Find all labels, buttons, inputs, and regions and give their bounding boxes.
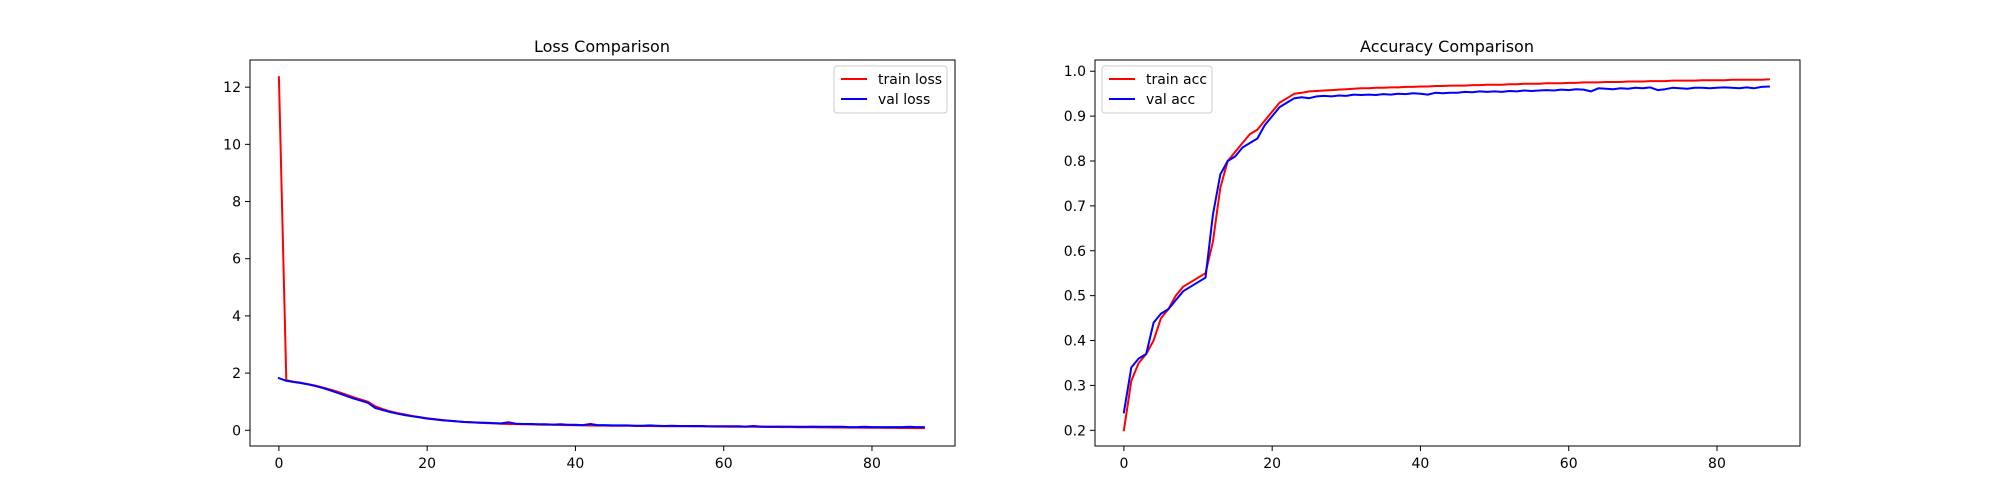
- y-tick-label: 0.2: [1064, 423, 1086, 439]
- axis-ticks: 0 20 40 60 80 0 2 4 6 8 10 12: [223, 80, 881, 472]
- y-tick-label: 0.7: [1064, 199, 1086, 215]
- x-tick-label: 0: [1119, 456, 1128, 472]
- legend-label-train-acc: train acc: [1146, 72, 1207, 88]
- y-tick-label: 8: [232, 195, 241, 211]
- series-group: [1122, 78, 1770, 432]
- chart-title: Accuracy Comparison: [1360, 37, 1534, 56]
- legend-label-val-acc: val acc: [1146, 92, 1195, 108]
- chart-title: Loss Comparison: [534, 37, 670, 56]
- legend: train loss val loss: [833, 65, 948, 114]
- x-tick-label: 80: [1708, 456, 1726, 472]
- x-tick-label: 20: [418, 456, 436, 472]
- legend-frame: [833, 65, 948, 114]
- legend-label-val-loss: val loss: [878, 92, 930, 108]
- y-tick-label: 0: [232, 423, 241, 439]
- plot-frame: [1094, 59, 1801, 447]
- y-tick-label: 6: [232, 252, 241, 268]
- y-tick-label: 1.0: [1064, 64, 1086, 80]
- x-tick-label: 80: [863, 456, 881, 472]
- x-tick-label: 40: [1412, 456, 1430, 472]
- series-line-val-loss: [277, 376, 925, 429]
- legend-label-train-loss: train loss: [878, 72, 942, 88]
- y-tick-label: 12: [223, 80, 241, 96]
- legend-frame: [1101, 65, 1213, 114]
- y-tick-label: 0.3: [1064, 378, 1086, 394]
- series-line-val-acc: [1122, 85, 1770, 414]
- axis-ticks: 0 20 40 60 80 0.2 0.3 0.4 0.5 0.6 0.7 0.8 0.9 1.0: [1064, 64, 1726, 472]
- y-tick-label: 0.9: [1064, 109, 1086, 125]
- y-tick-label: 4: [232, 309, 241, 325]
- loss-comparison-subplot: Loss Comparison 0 20 40 60 80 0 2 4 6 8 10 12 train…: [223, 37, 956, 472]
- y-tick-label: 2: [232, 366, 241, 382]
- x-tick-label: 60: [715, 456, 733, 472]
- accuracy-comparison-subplot: Accuracy Comparison 0 20 40 60 80 0.2 0.3 0.4 0.…: [1064, 37, 1801, 472]
- x-tick-label: 0: [274, 456, 283, 472]
- series-line-train-acc: [1122, 78, 1770, 432]
- y-tick-label: 0.6: [1064, 244, 1086, 260]
- y-tick-label: 0.5: [1064, 289, 1086, 305]
- x-tick-label: 20: [1263, 456, 1281, 472]
- series-group: [277, 76, 925, 430]
- y-tick-label: 0.8: [1064, 154, 1086, 170]
- x-tick-label: 40: [567, 456, 585, 472]
- y-tick-label: 10: [223, 137, 241, 153]
- y-tick-label: 0.4: [1064, 334, 1086, 350]
- legend: train acc val acc: [1101, 65, 1213, 114]
- x-tick-label: 60: [1560, 456, 1578, 472]
- plot-frame: [249, 59, 956, 447]
